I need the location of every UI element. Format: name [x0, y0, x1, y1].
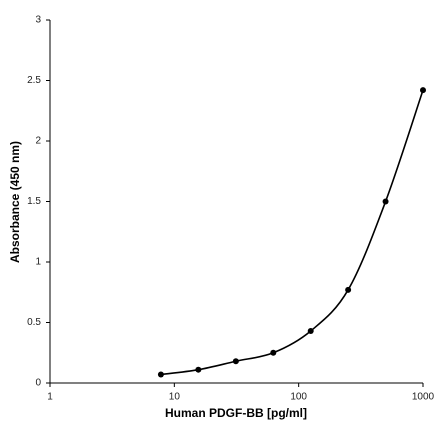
- y-tick-label: 2: [35, 136, 41, 147]
- data-point: [195, 366, 202, 373]
- data-point: [157, 371, 164, 378]
- curve: [160, 89, 424, 376]
- data-point: [307, 327, 314, 334]
- y-axis-title: Absorbance (450 nm): [8, 141, 22, 263]
- y-tick-label: 0.5: [27, 317, 41, 328]
- y-tick-label: 3: [35, 15, 41, 26]
- data-point: [420, 87, 426, 94]
- x-tick-label: 1000: [412, 392, 435, 403]
- y-tick-label: 1: [35, 257, 41, 268]
- x-tick-label: 1: [47, 392, 53, 403]
- data-point: [345, 286, 352, 293]
- y-tick-label: 1.5: [27, 196, 41, 207]
- data-point: [270, 349, 277, 356]
- y-tick-label: 0: [35, 378, 41, 389]
- x-axis-title: Human PDGF-BB [pg/ml]: [165, 406, 307, 420]
- data-point: [382, 198, 389, 205]
- data-point: [232, 358, 239, 365]
- y-tick-label: 2.5: [27, 75, 41, 86]
- x-tick-label: 100: [290, 392, 307, 403]
- x-tick-label: 10: [169, 392, 181, 403]
